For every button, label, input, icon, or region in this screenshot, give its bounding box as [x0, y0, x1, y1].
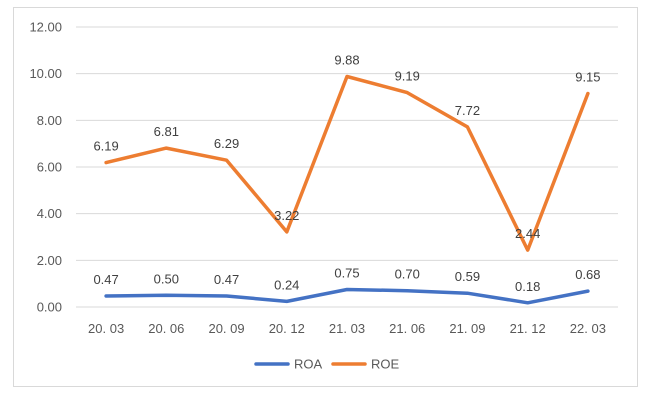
data-point-roe: [405, 91, 409, 95]
data-label-roa: 0.47: [93, 272, 118, 287]
data-label-roe: 9.15: [575, 70, 600, 85]
data-point-roe: [586, 92, 590, 95]
data-label-roe: 6.81: [154, 124, 179, 139]
data-label-roe: 9.88: [334, 52, 359, 67]
y-tick-label: 12.00: [29, 20, 62, 35]
data-label-roe: 6.19: [93, 139, 118, 154]
data-label-roa: 0.59: [455, 269, 480, 284]
x-tick-label: 21. 12: [510, 321, 546, 336]
data-label-roa: 0.70: [395, 267, 420, 282]
x-tick-label: 21. 03: [329, 321, 365, 336]
data-point-roe: [225, 158, 229, 162]
x-tick-label: 20. 03: [88, 321, 124, 336]
x-tick-label: 20. 12: [269, 321, 305, 336]
data-point-roe: [104, 161, 108, 165]
legend-label-roe: ROE: [371, 357, 400, 372]
y-tick-label: 10.00: [29, 66, 62, 81]
data-label-roa: 0.24: [274, 277, 299, 292]
data-point-roa: [405, 289, 409, 293]
data-point-roa: [345, 288, 349, 291]
data-point-roa: [526, 301, 530, 305]
data-point-roe: [345, 74, 349, 78]
y-tick-label: 6.00: [37, 160, 62, 175]
data-point-roe: [465, 125, 469, 129]
data-label-roa: 0.47: [214, 272, 239, 287]
x-tick-label: 21. 09: [449, 321, 485, 336]
data-point-roe: [526, 248, 530, 252]
data-label-roa: 0.18: [515, 279, 540, 294]
data-point-roa: [586, 289, 590, 293]
data-label-roe: 6.29: [214, 136, 239, 151]
data-label-roa: 0.68: [575, 267, 600, 282]
data-point-roe: [285, 230, 289, 234]
data-point-roe: [164, 146, 168, 150]
data-point-roa: [225, 294, 229, 298]
y-tick-label: 2.00: [37, 253, 62, 268]
x-tick-label: 21. 06: [389, 321, 425, 336]
y-tick-label: 0.00: [37, 300, 62, 315]
series-line-roe: [104, 74, 590, 252]
data-point-roa: [285, 299, 289, 303]
y-tick-label: 4.00: [37, 206, 62, 221]
chart-frame: [13, 7, 638, 387]
data-label-roe: 9.19: [395, 69, 420, 84]
data-label-roe: 2.44: [515, 226, 540, 241]
data-point-roa: [164, 293, 168, 297]
data-point-roa: [465, 291, 469, 295]
data-label-roa: 0.50: [154, 271, 179, 286]
x-tick-label: 20. 06: [148, 321, 184, 336]
data-label-roa: 0.75: [334, 266, 359, 281]
data-label-roe: 7.72: [455, 103, 480, 118]
legend-label-roa: ROA: [294, 357, 323, 372]
y-tick-label: 8.00: [37, 113, 62, 128]
data-point-roa: [104, 294, 108, 298]
x-tick-label: 22. 03: [570, 321, 606, 336]
data-label-roe: 3.22: [274, 208, 299, 223]
x-tick-label: 20. 09: [208, 321, 244, 336]
